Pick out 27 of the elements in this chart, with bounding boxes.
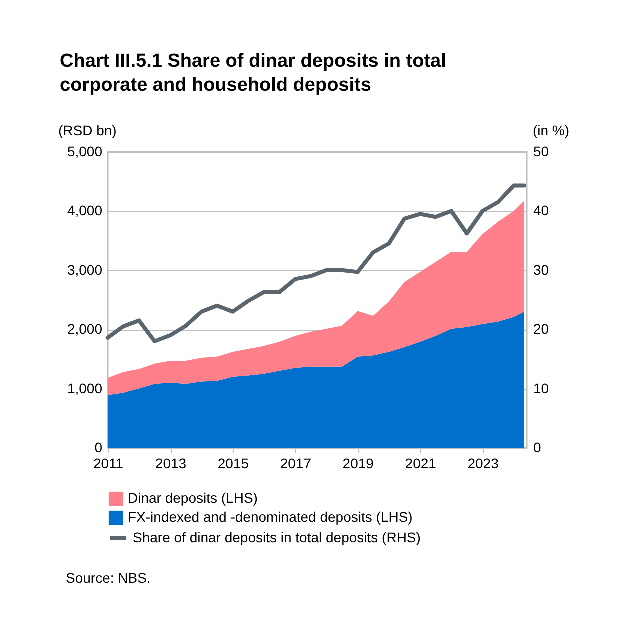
y-tick-label: 1,000 [67,380,103,396]
legend-label: FX-indexed and -denominated deposits (LHS) [128,509,413,525]
y-tick-label: 2,000 [67,321,103,338]
y-tick-label: 0 [94,440,103,456]
y-axis-title: (RSD bn) [58,122,117,138]
legend-label: Dinar deposits (LHS) [128,490,258,506]
y-tick-label: 3,000 [67,262,103,278]
y2-tick-label: 20 [534,321,550,338]
y2-tick-label: 30 [534,262,550,278]
chart-title: Chart III.5.1 Share of dinar deposits in total corporate and household deposits [60,50,448,98]
x-tick-label: 2017 [280,456,312,472]
y2-tick-label: 10 [534,380,550,396]
x-tick-label: 2021 [405,456,437,472]
legend-label: Share of dinar deposits in total deposits (RHS) [133,530,421,546]
x-tick-label: 2011 [93,456,124,472]
line-series [106,184,526,344]
y2-tick-label: 0 [534,440,542,456]
x-tick-label: 2023 [468,456,500,472]
y-tick-label: 5,000 [67,144,103,160]
y2-tick-label: 50 [534,144,550,160]
y-tick-label: 4,000 [67,202,103,219]
y2-tick-label: 40 [534,202,550,219]
x-tick-label: 2015 [218,456,250,472]
y2-axis-title: (in %) [532,122,570,138]
source-note: Source: NBS. [66,570,151,586]
x-tick-label: 2013 [155,456,187,472]
x-tick-label: 2019 [342,456,374,472]
